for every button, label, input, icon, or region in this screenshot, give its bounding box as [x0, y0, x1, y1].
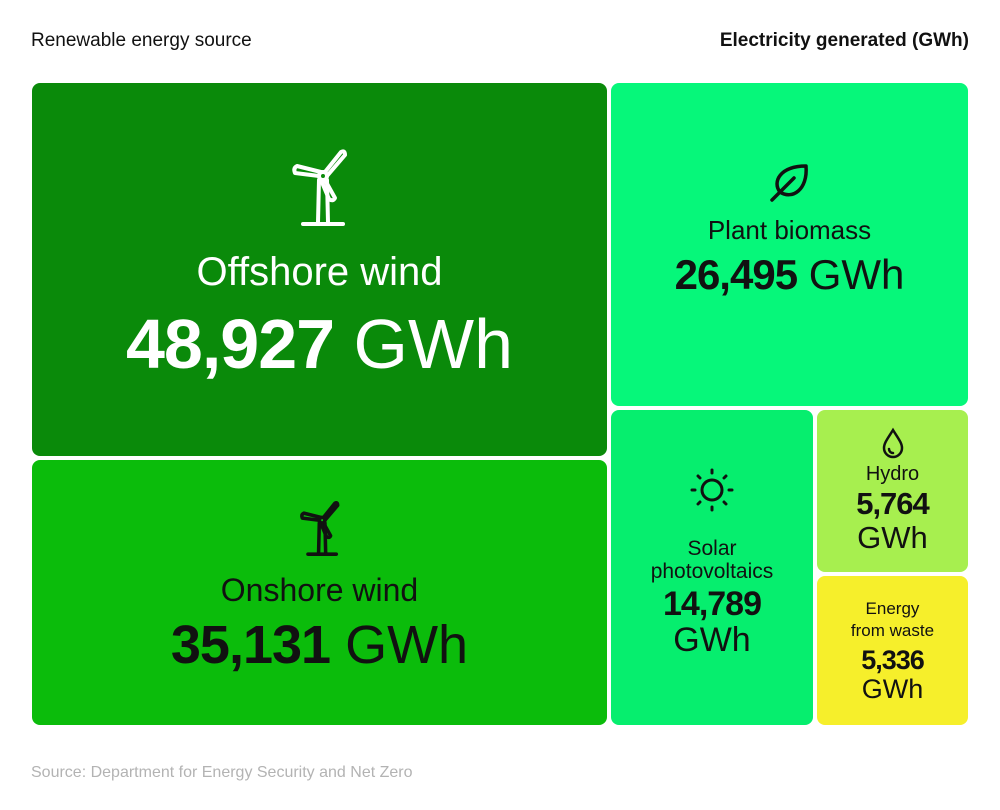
tile-label: Energy from waste: [850, 599, 935, 641]
tile-onshore-wind: Onshore wind 35,131 GWh: [32, 460, 607, 725]
tile-offshore-wind: Offshore wind 48,927 GWh: [32, 83, 607, 456]
wind-turbine-icon: [298, 499, 342, 557]
tile-label: Offshore wind: [196, 249, 443, 294]
tile-value: 5,336 GWh: [861, 645, 925, 704]
tile-value: 48,927 GWh: [125, 304, 513, 383]
tile-value: 26,495 GWh: [674, 250, 905, 298]
water-drop-icon: [880, 427, 906, 459]
tile-value: 5,764 GWh: [856, 485, 930, 555]
leaf-icon: [768, 160, 812, 204]
tile-solar-photovoltaics: Solar photovoltaics 14,789 GWh: [611, 410, 813, 725]
tile-energy-from-waste: Energy from waste 5,336 GWh: [817, 576, 968, 725]
category-axis-label: Renewable energy source: [31, 30, 252, 51]
tile-plant-biomass: Plant biomass 26,495 GWh: [611, 83, 968, 406]
tile-label: Plant biomass: [707, 215, 872, 246]
tile-label: Hydro: [865, 462, 920, 485]
wind-turbine-icon: [289, 146, 351, 228]
value-axis-label: Electricity generated (GWh): [719, 30, 969, 51]
tile-label: Solar photovoltaics: [650, 536, 774, 583]
tile-value: 14,789 GWh: [663, 584, 762, 659]
tile-label: Onshore wind: [220, 571, 419, 608]
source-note: Source: Department for Energy Security a…: [31, 764, 413, 781]
tile-hydro: Hydro 5,764 GWh: [817, 410, 968, 572]
sun-icon: [689, 467, 735, 513]
tile-value: 35,131 GWh: [170, 615, 469, 676]
